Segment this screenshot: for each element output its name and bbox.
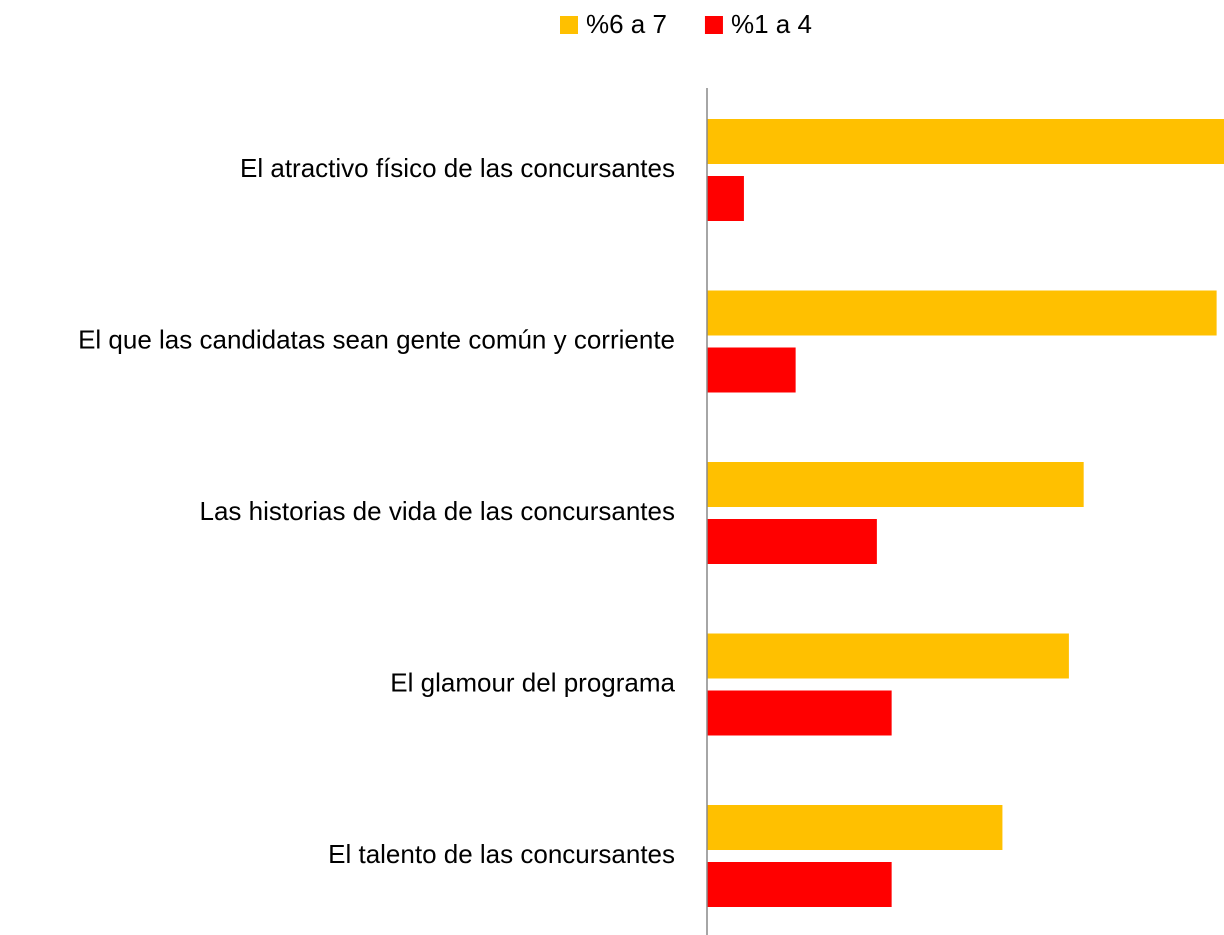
bar: [707, 347, 796, 393]
bar: [707, 805, 1003, 850]
bar: [707, 176, 744, 221]
bar: [707, 462, 1084, 507]
y-tick-label: El atractivo físico de las concursantes: [240, 153, 675, 183]
bar: [707, 119, 1224, 164]
y-tick-label: El glamour del programa: [390, 667, 675, 697]
bar: [707, 862, 892, 907]
legend-swatch: [560, 16, 578, 34]
legend-label: %6 a 7: [586, 9, 667, 39]
bar: [707, 519, 877, 564]
y-tick-label: El que las candidatas sean gente común y…: [78, 324, 675, 354]
legend-label: %1 a 4: [731, 9, 812, 39]
y-tick-label: El talento de las concursantes: [328, 839, 675, 869]
bar: [707, 633, 1069, 679]
bar: [707, 690, 892, 736]
legend-swatch: [704, 16, 723, 34]
bar: [707, 290, 1217, 336]
y-tick-label: Las historias de vida de las concursante…: [200, 496, 676, 526]
